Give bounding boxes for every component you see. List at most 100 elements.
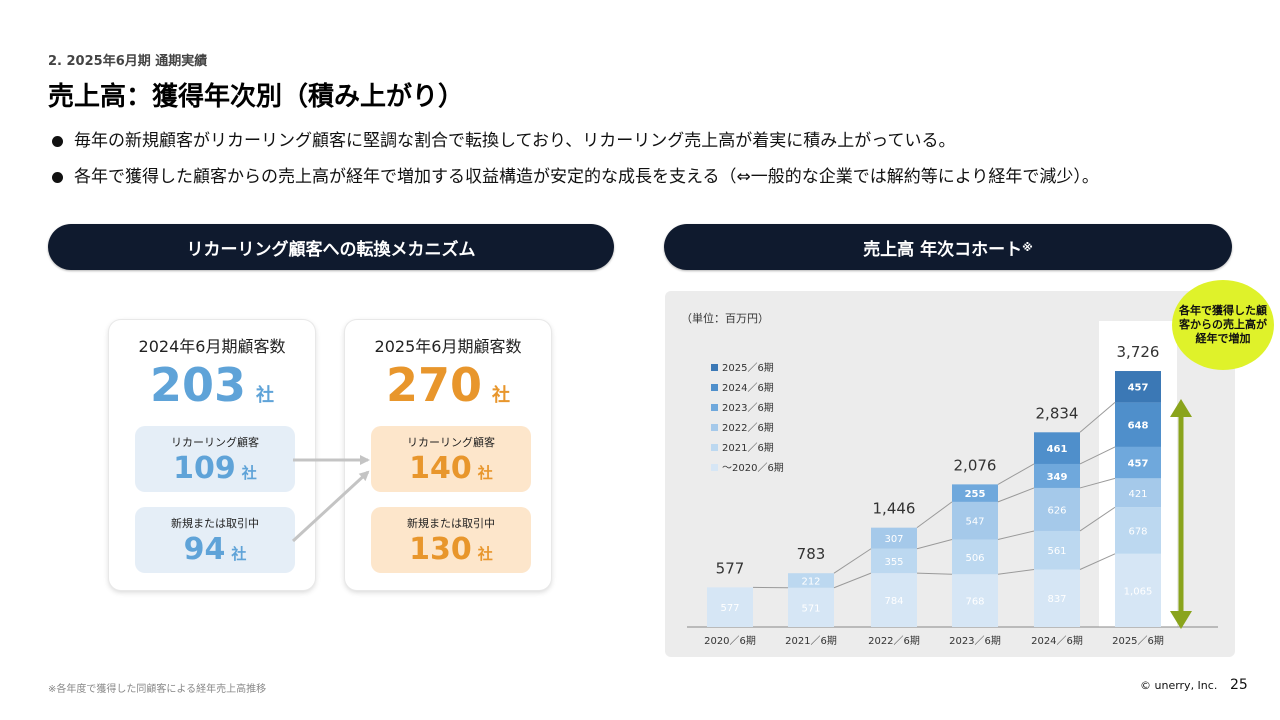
bullet-item: 毎年の新規顧客がリカーリング顧客に堅調な割合で転換しており、リカーリング売上高が… (48, 130, 1099, 152)
connector-line (1079, 477, 1116, 489)
segment-label: 784 (884, 596, 903, 607)
legend-swatch (711, 404, 718, 411)
segment-label: 837 (1047, 594, 1066, 605)
unit-label: 社 (231, 545, 247, 563)
new-value: 94 (183, 532, 226, 567)
x-tick-label: 2021／6期 (785, 635, 837, 647)
recurring-value: 109 (173, 451, 236, 486)
connector-line (833, 572, 872, 589)
recurring-count: 140 社 (371, 452, 531, 490)
callout-text: 各年で獲得した顧客からの売上高が経年で増加 (1179, 304, 1267, 345)
bar-segment (1115, 402, 1161, 447)
connector-line (1079, 446, 1116, 465)
total-label: 3,726 (1117, 343, 1160, 361)
segment-label: 648 (1128, 421, 1149, 432)
unit-label: 社 (241, 464, 257, 482)
bar-segment (1034, 569, 1080, 627)
segment-label: 547 (965, 517, 984, 528)
total-label: 2,076 (954, 456, 997, 474)
recurring-label: リカーリング顧客 (171, 436, 259, 449)
total-customers: 270 社 (345, 360, 551, 421)
new-count: 130 社 (371, 533, 531, 571)
connector-line (916, 501, 953, 529)
bar-segment (871, 527, 917, 549)
total-customers-value: 270 (385, 358, 483, 412)
section-label: 2. 2025年6月期 通期実績 (48, 54, 208, 69)
recurring-label: リカーリング顧客 (407, 436, 495, 449)
total-customers: 203 社 (109, 360, 315, 421)
legend-label: 2024／6期 (722, 382, 774, 394)
callout-bubble: 各年で獲得した顧客からの売上高が経年で増加 (1172, 280, 1274, 370)
connector-line (997, 569, 1035, 575)
footnote: ※各年度で獲得した同顧客による経年売上高推移 (48, 684, 267, 695)
bar-segment (952, 539, 998, 575)
bar-segment (788, 573, 834, 588)
connector-line (1079, 553, 1116, 570)
growth-arrow-head-up (1170, 399, 1192, 418)
customer-card-2025: 2025年6月期顧客数 270 社 リカーリング顧客 140 社 新規または取引中 … (345, 320, 551, 590)
segment-label: 307 (884, 534, 903, 545)
segment-label: 212 (801, 576, 820, 587)
segment-label: 255 (965, 489, 986, 500)
unit-label: 社 (256, 385, 275, 406)
card-heading: 2025年6月期顧客数 (374, 337, 522, 356)
connector-line (997, 487, 1035, 503)
legend-label: ～2020／6期 (722, 462, 784, 474)
segment-label: 457 (1128, 459, 1149, 470)
legend-swatch (711, 464, 718, 471)
total-label: 577 (716, 559, 745, 577)
connector-line (997, 463, 1035, 485)
segment-label: 349 (1047, 472, 1068, 483)
customer-card-2024: 2024年6月期顧客数 203 社 リカーリング顧客 109 社 新規または取引中 … (109, 320, 315, 590)
connector-line (997, 530, 1035, 540)
bar-segment (952, 484, 998, 502)
legend-swatch (711, 444, 718, 451)
bar-segment (1115, 446, 1161, 479)
bar-segment (1115, 553, 1161, 627)
right-panel-title-text: 売上高 年次コホート (863, 239, 1023, 260)
bar-segment (1034, 530, 1080, 570)
legend-label: 2025／6期 (722, 362, 774, 374)
segment-label: 561 (1047, 546, 1066, 557)
connector-line (833, 548, 872, 574)
segment-label: 678 (1128, 527, 1147, 538)
copyright: © unerry, Inc. (1140, 679, 1218, 692)
total-label: 2,834 (1036, 404, 1079, 422)
x-tick-label: 2020／6期 (704, 635, 756, 647)
bullet-list: 毎年の新規顧客がリカーリング顧客に堅調な割合で転換しており、リカーリング売上高が… (48, 130, 1099, 202)
unit-label: 社 (477, 545, 493, 563)
connector-line (916, 572, 953, 575)
left-panel-title-text: リカーリング顧客への転換メカニズム (186, 239, 476, 260)
segment-label: 457 (1128, 383, 1149, 394)
segment-label: 355 (884, 557, 903, 568)
connector-line (1079, 402, 1116, 433)
bar-segment (1115, 507, 1161, 554)
segment-label: 768 (965, 597, 984, 608)
new-count: 94 社 (135, 533, 295, 571)
segment-label: 571 (801, 603, 820, 614)
bar-segment (1034, 463, 1080, 488)
total-label: 783 (797, 545, 826, 563)
legend-label: 2022／6期 (722, 422, 774, 434)
card-heading: 2024年6月期顧客数 (138, 337, 286, 356)
bar-segment (788, 587, 834, 627)
new-box: 新規または取引中 130 社 (371, 507, 531, 573)
unit-label: 社 (477, 464, 493, 482)
bar-segment (1034, 432, 1080, 464)
segment-label: 506 (965, 553, 984, 564)
unit-note: （単位：百万円） (681, 312, 769, 325)
x-tick-label: 2023／6期 (949, 635, 1001, 647)
segment-label: 421 (1128, 489, 1147, 500)
legend-label: 2023／6期 (722, 402, 774, 414)
growth-arrow-head-down (1170, 611, 1192, 629)
bar-segment (1115, 478, 1161, 508)
right-panel-title: 売上高 年次コホート ※ (664, 224, 1232, 270)
bar-segment (871, 573, 917, 627)
title-footnote-mark: ※ (1022, 240, 1033, 254)
legend-label: 2021／6期 (722, 442, 774, 454)
segment-label: 626 (1047, 505, 1066, 516)
x-tick-label: 2024／6期 (1031, 635, 1083, 647)
bar-segment (707, 587, 753, 627)
recurring-count: 109 社 (135, 452, 295, 490)
